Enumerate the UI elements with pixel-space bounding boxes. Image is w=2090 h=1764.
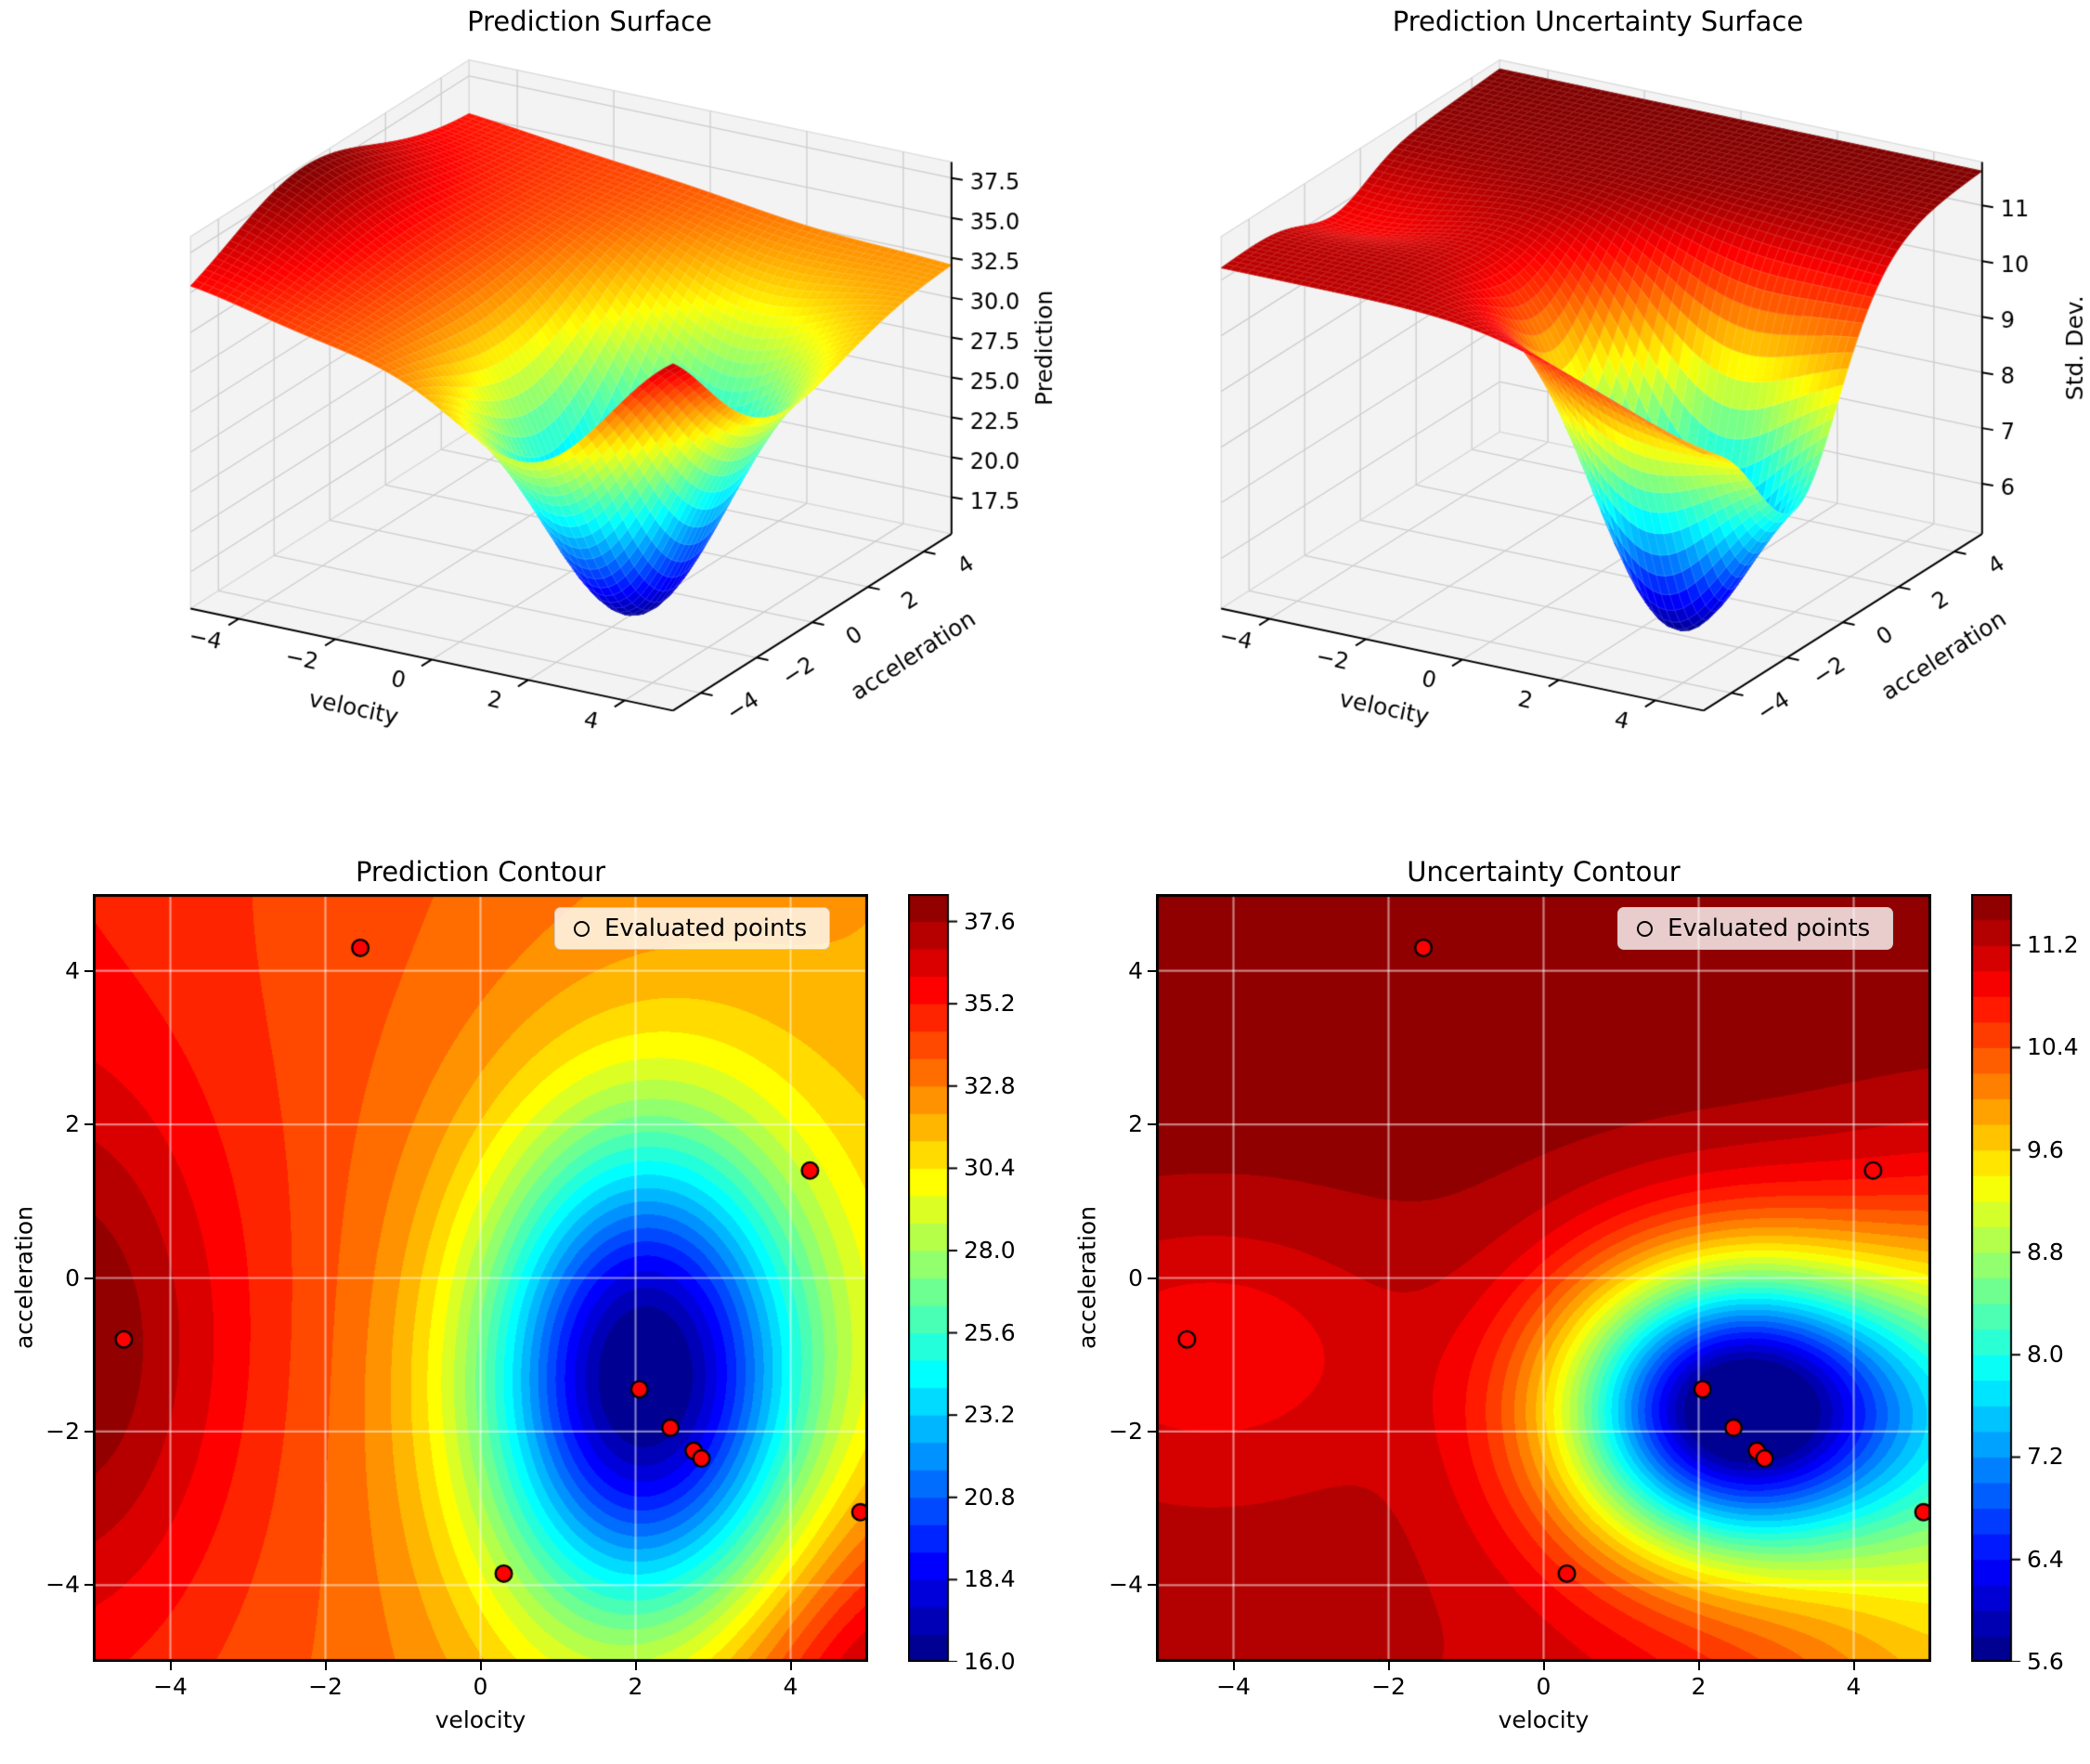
xlabel-uncertainty-contour: velocity <box>1498 1706 1590 1733</box>
colorbar-tick-label: 6.4 <box>2027 1545 2064 1573</box>
tick-mark <box>1148 1123 1156 1126</box>
tick-mark <box>789 1662 792 1670</box>
tick-mark <box>1697 1662 1700 1670</box>
x-tick-label: −2 <box>1371 1673 1406 1700</box>
tick-mark <box>479 1662 482 1670</box>
evaluated-point-marker-icon <box>574 920 590 937</box>
tick-mark <box>1232 1662 1235 1670</box>
tick-mark <box>1148 1277 1156 1279</box>
y-tick-label: 0 <box>65 1264 80 1291</box>
colorbar-tick-label: 20.8 <box>964 1483 1016 1511</box>
x-tick-label: −4 <box>1216 1673 1251 1700</box>
tick-mark <box>84 1430 93 1433</box>
y-tick-label: −4 <box>1109 1571 1143 1599</box>
legend-label: Evaluated points <box>1668 914 1871 942</box>
prediction-contour-plot <box>93 894 868 1662</box>
uncertainty-surface-3d-plot <box>1100 14 2090 850</box>
colorbar-tick-label: 8.0 <box>2027 1341 2064 1368</box>
tick-mark <box>84 1277 93 1279</box>
tick-mark <box>84 1123 93 1126</box>
tick-mark <box>1148 1584 1156 1587</box>
x-tick-label: 2 <box>1691 1673 1707 1700</box>
tick-mark <box>84 969 93 972</box>
y-tick-label: 0 <box>1128 1264 1143 1291</box>
legend-prediction-contour: Evaluated points <box>554 907 831 950</box>
x-tick-label: 0 <box>1536 1673 1551 1700</box>
tick-mark <box>1148 969 1156 972</box>
tick-mark <box>1852 1662 1855 1670</box>
tick-mark <box>634 1662 637 1670</box>
legend-uncertainty-contour: Evaluated points <box>1617 907 1894 950</box>
title-uncertainty-contour: Uncertainty Contour <box>1407 856 1681 888</box>
y-tick-label: 2 <box>65 1110 80 1138</box>
y-tick-label: −2 <box>45 1417 80 1445</box>
uncertainty-colorbar <box>1971 894 2025 1662</box>
colorbar-tick-label: 28.0 <box>964 1236 1016 1264</box>
colorbar-tick-label: 30.4 <box>964 1154 1016 1182</box>
colorbar-tick-label: 35.2 <box>964 990 1016 1018</box>
y-tick-label: −2 <box>1109 1417 1143 1445</box>
legend-label: Evaluated points <box>604 914 808 942</box>
x-tick-label: −4 <box>153 1673 188 1700</box>
x-tick-label: 4 <box>1846 1673 1862 1700</box>
colorbar-tick-label: 9.6 <box>2027 1135 2064 1163</box>
x-tick-label: 2 <box>628 1673 643 1700</box>
colorbar-tick-label: 16.0 <box>964 1648 1016 1675</box>
y-tick-label: 4 <box>65 956 80 984</box>
tick-mark <box>1387 1662 1390 1670</box>
y-tick-label: 2 <box>1128 1110 1143 1138</box>
x-tick-label: 4 <box>783 1673 798 1700</box>
colorbar-tick-label: 23.2 <box>964 1401 1016 1429</box>
evaluated-point-marker-icon <box>1637 920 1653 937</box>
colorbar-tick-label: 18.4 <box>964 1565 1016 1593</box>
prediction-colorbar <box>908 894 962 1662</box>
y-tick-label: −4 <box>45 1571 80 1599</box>
tick-mark <box>1148 1430 1156 1433</box>
title-prediction-contour: Prediction Contour <box>355 856 606 888</box>
colorbar-tick-label: 25.6 <box>964 1318 1016 1346</box>
y-tick-label: 4 <box>1128 956 1143 984</box>
tick-mark <box>1542 1662 1545 1670</box>
prediction-surface-3d-plot <box>79 14 1110 850</box>
x-tick-label: 0 <box>473 1673 488 1700</box>
colorbar-tick-label: 10.4 <box>2027 1033 2079 1061</box>
colorbar-tick-label: 11.2 <box>2027 931 2079 959</box>
xlabel-prediction-contour: velocity <box>435 1706 526 1733</box>
colorbar-tick-label: 5.6 <box>2027 1648 2064 1675</box>
tick-mark <box>169 1662 172 1670</box>
uncertainty-contour-plot <box>1156 894 1931 1662</box>
tick-mark <box>324 1662 327 1670</box>
colorbar-tick-label: 37.6 <box>964 907 1016 935</box>
colorbar-tick-label: 7.2 <box>2027 1443 2064 1471</box>
colorbar-tick-label: 8.8 <box>2027 1238 2064 1265</box>
tick-mark <box>84 1584 93 1587</box>
colorbar-tick-label: 32.8 <box>964 1071 1016 1099</box>
x-tick-label: −2 <box>308 1673 343 1700</box>
